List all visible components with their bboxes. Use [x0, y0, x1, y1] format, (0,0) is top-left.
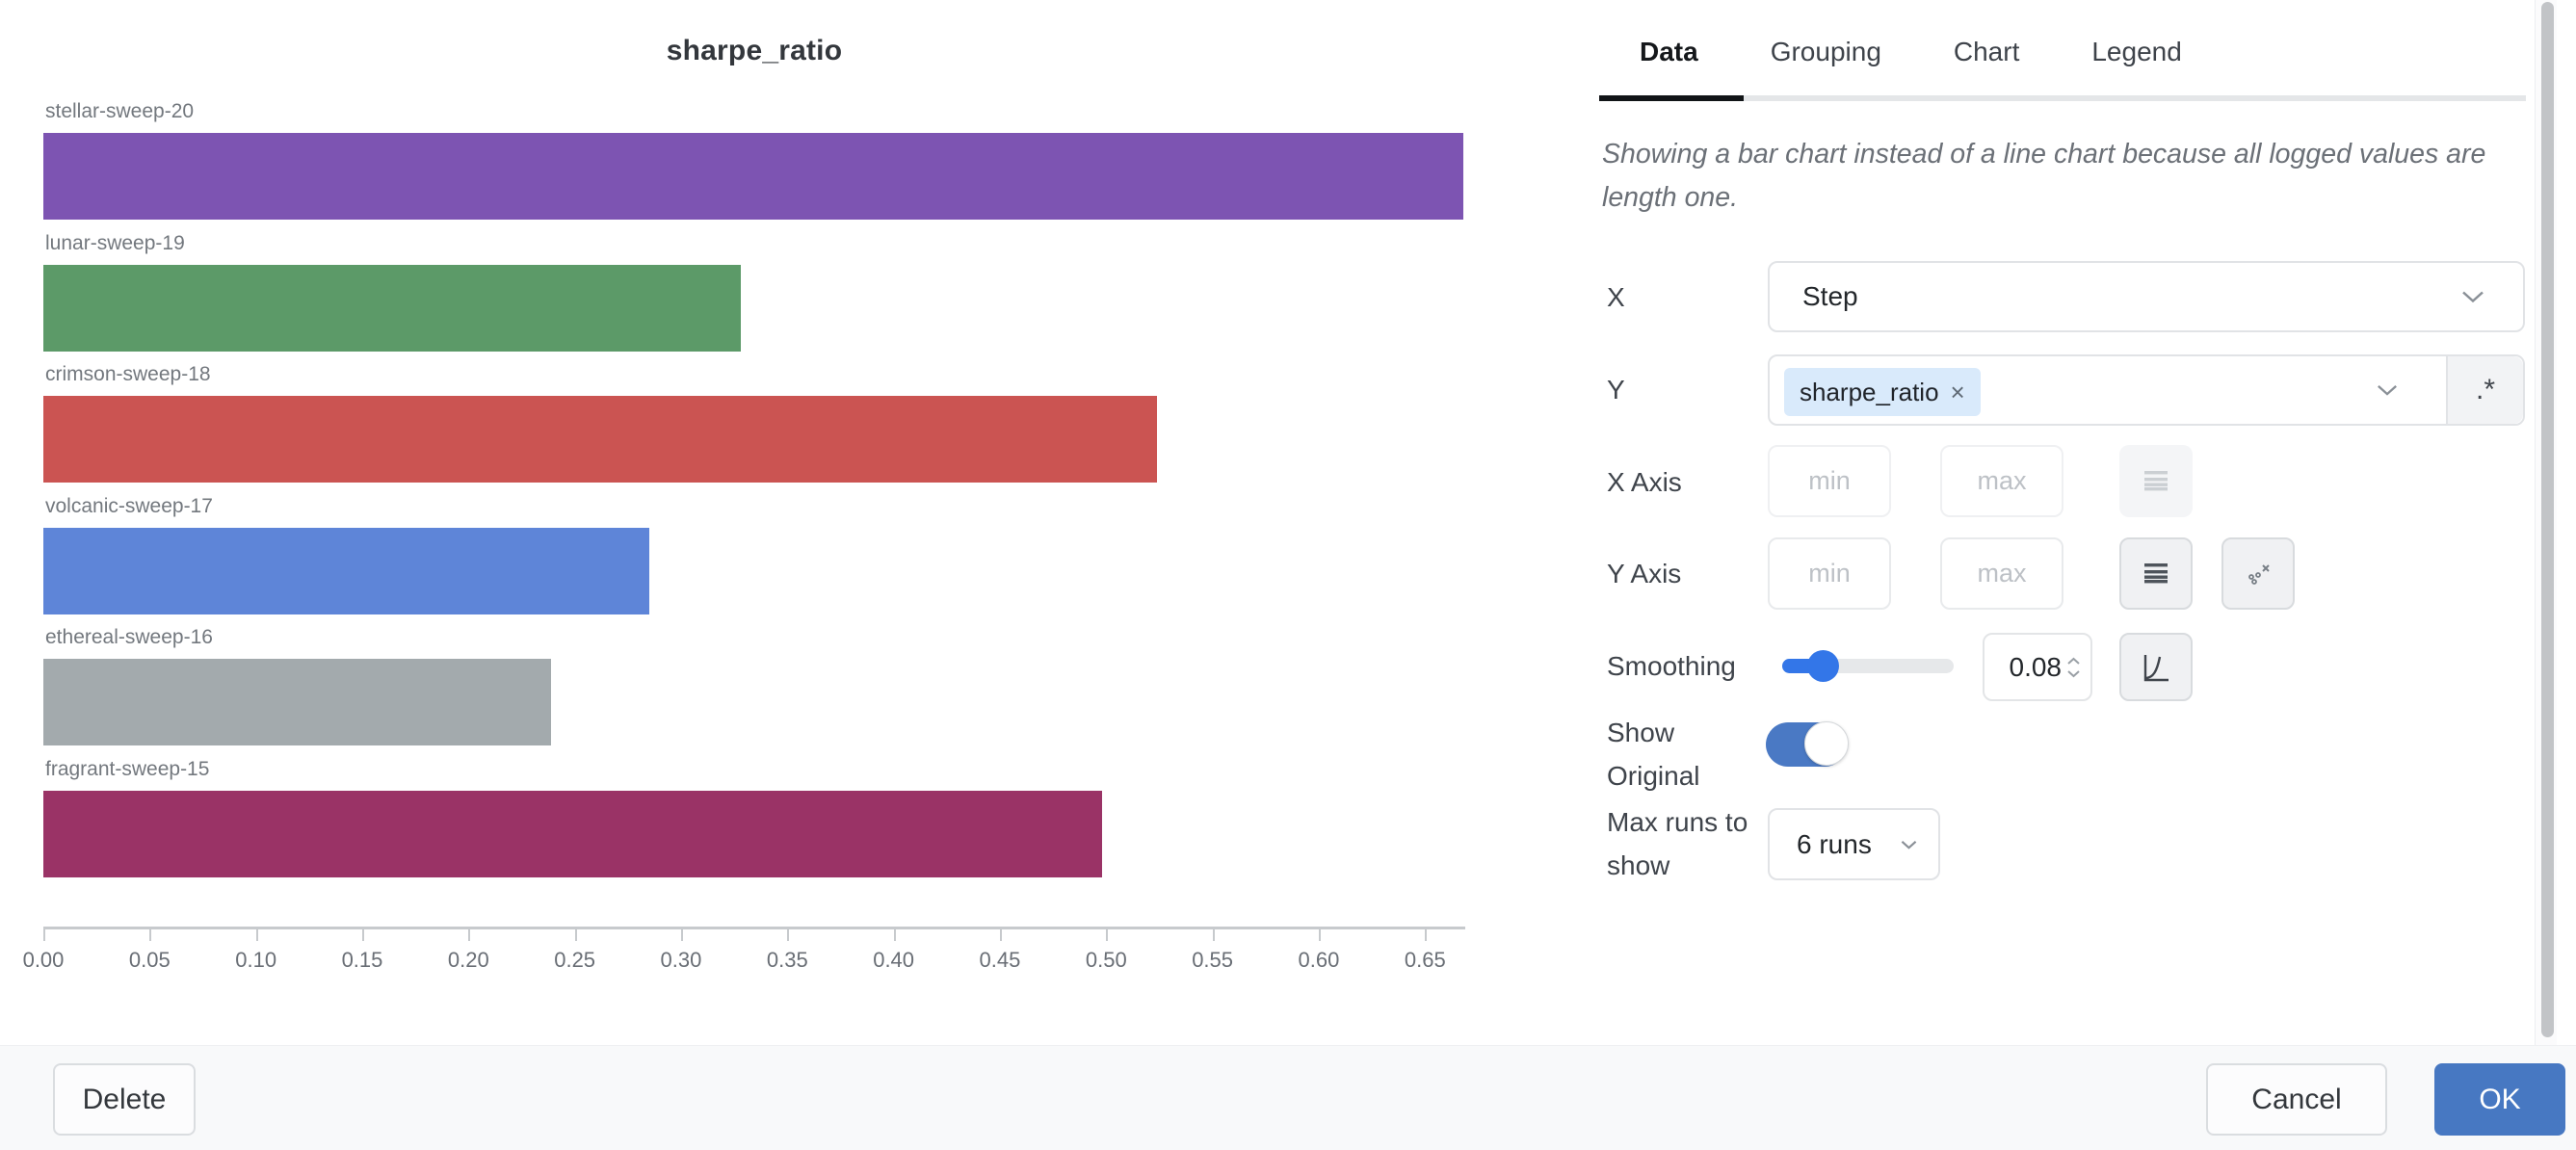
x-axis-log-scale-button[interactable]	[2119, 445, 2193, 517]
y-axis-log-scale-button[interactable]	[2119, 537, 2193, 610]
smoothing-value: 0.08	[2009, 651, 2063, 682]
run-name-label: fragrant-sweep-15	[45, 758, 210, 780]
run-name-label: volcanic-sweep-17	[45, 494, 213, 517]
x-axis-min-input[interactable]	[1768, 445, 1891, 517]
toggle-knob	[1804, 721, 1849, 766]
bar-volcanic-sweep-17[interactable]	[43, 527, 649, 614]
x-axis-tick-label: 0.45	[979, 948, 1021, 972]
chevron-down-icon	[1901, 840, 1917, 849]
bar-chart-note: Showing a bar chart instead of a line ch…	[1602, 139, 2486, 213]
ignore-outliers-button[interactable]	[2221, 537, 2295, 610]
max-runs-field-label: Max runs to show	[1607, 807, 1748, 880]
x-axis-tick-label: 0.55	[1192, 948, 1234, 972]
y-field-label: Y	[1607, 375, 1625, 405]
run-name-label: lunar-sweep-19	[45, 231, 185, 254]
x-axis-tick	[468, 929, 471, 941]
x-axis-field-label: X Axis	[1607, 467, 1682, 497]
x-axis-tick-label: 0.35	[766, 948, 808, 972]
show-original-field-label: Show Original	[1607, 718, 1700, 791]
x-axis-tick-label: 0.10	[235, 948, 277, 972]
x-axis-tick	[1318, 929, 1321, 941]
x-axis-tick	[1106, 929, 1109, 941]
log-scale-icon	[2144, 562, 2168, 583]
bar-ethereal-sweep-16[interactable]	[43, 659, 551, 746]
run-name-label: crimson-sweep-18	[45, 363, 211, 386]
tab-underline-track	[1599, 95, 2526, 101]
y-axis-min-input[interactable]	[1768, 537, 1891, 610]
regex-toggle-button[interactable]: .*	[2446, 356, 2523, 424]
x-metric-select-value: Step	[1802, 281, 1858, 311]
tab-data[interactable]: Data	[1640, 37, 1698, 66]
tab-legend[interactable]: Legend	[2091, 37, 2182, 66]
x-axis-tick	[680, 929, 683, 941]
x-axis-tick	[361, 929, 364, 941]
y-axis-field-label: Y Axis	[1607, 559, 1682, 588]
x-axis-tick	[255, 929, 258, 941]
smoothing-curve-icon	[2143, 654, 2169, 681]
bar-lunar-sweep-19[interactable]	[43, 264, 741, 352]
stepper-up-icon	[2067, 657, 2080, 665]
y-metric-chip[interactable]: sharpe_ratio ×	[1784, 368, 1981, 416]
x-axis-tick	[43, 929, 45, 941]
x-axis-tick-label: 0.30	[660, 948, 702, 972]
smoothing-slider-knob[interactable]	[1807, 650, 1839, 682]
y-metric-chip-label: sharpe_ratio	[1800, 377, 1939, 406]
scrollbar-thumb[interactable]	[2541, 2, 2554, 1037]
cancel-button[interactable]: Cancel	[2206, 1063, 2387, 1136]
smoothing-slider[interactable]	[1782, 650, 1954, 682]
x-axis-tick-label: 0.00	[22, 948, 65, 972]
panel-scrollbar[interactable]	[2535, 0, 2557, 1045]
x-axis-tick	[1212, 929, 1215, 941]
x-axis-line	[43, 927, 1465, 929]
x-field-label: X	[1607, 282, 1625, 312]
ok-button[interactable]: OK	[2434, 1063, 2565, 1136]
y-metric-multiselect[interactable]: sharpe_ratio × .*	[1768, 354, 2525, 426]
x-axis-tick-label: 0.25	[554, 948, 596, 972]
x-metric-select[interactable]: Step	[1768, 261, 2525, 332]
smoothing-stepper[interactable]	[2066, 657, 2081, 678]
x-axis-tick-label: 0.20	[447, 948, 489, 972]
x-axis-tick	[787, 929, 790, 941]
x-axis-tick	[149, 929, 152, 941]
chevron-down-icon	[2377, 384, 2398, 396]
x-axis-tick-label: 0.40	[873, 948, 915, 972]
run-name-label: ethereal-sweep-16	[45, 626, 213, 649]
show-original-toggle[interactable]	[1766, 721, 1849, 767]
smoothing-type-button[interactable]	[2119, 633, 2193, 701]
x-axis-tick-label: 0.05	[128, 948, 171, 972]
dialog-footer: Delete Cancel OK	[0, 1045, 2576, 1150]
smoothing-field-label: Smoothing	[1607, 651, 1736, 681]
chart-title: sharpe_ratio	[666, 35, 843, 66]
x-axis-tick	[893, 929, 896, 941]
stepper-down-icon	[2067, 669, 2080, 677]
chevron-down-icon	[2461, 291, 2484, 303]
tab-bar: Data Grouping Chart Legend	[1640, 37, 2182, 67]
outliers-icon	[2248, 563, 2270, 585]
x-axis-tick-label: 0.15	[341, 948, 383, 972]
chip-remove-icon[interactable]: ×	[1950, 377, 1965, 406]
bar-crimson-sweep-18[interactable]	[43, 396, 1157, 484]
max-runs-select[interactable]: 6 runs	[1768, 808, 1940, 880]
settings-panel: Data Grouping Chart Legend Showing a bar ch…	[1588, 0, 2557, 1045]
bar-fragrant-sweep-15[interactable]	[43, 791, 1102, 877]
x-axis-tick-label: 0.50	[1085, 948, 1127, 972]
max-runs-select-value: 6 runs	[1797, 828, 1872, 859]
bar-stellar-sweep-20[interactable]	[43, 133, 1463, 220]
x-axis-tick-label: 0.60	[1298, 948, 1340, 972]
x-axis-tick-label: 0.65	[1404, 948, 1446, 972]
tab-grouping[interactable]: Grouping	[1770, 37, 1881, 66]
tab-chart[interactable]: Chart	[1953, 37, 2020, 66]
y-axis-max-input[interactable]	[1940, 537, 2063, 610]
smoothing-value-box[interactable]: 0.08	[1983, 633, 2092, 701]
x-axis-max-input[interactable]	[1940, 445, 2063, 517]
x-axis-tick	[999, 929, 1002, 941]
run-name-label: stellar-sweep-20	[45, 100, 195, 122]
x-axis-tick	[1425, 929, 1428, 941]
log-scale-icon	[2144, 470, 2168, 490]
bar-chart: sharpe_ratio stellar-sweep-20 lunar-sweep…	[22, 35, 1465, 972]
x-axis-tick	[574, 929, 577, 941]
tab-underline-active	[1599, 95, 1744, 101]
delete-button[interactable]: Delete	[53, 1063, 196, 1136]
